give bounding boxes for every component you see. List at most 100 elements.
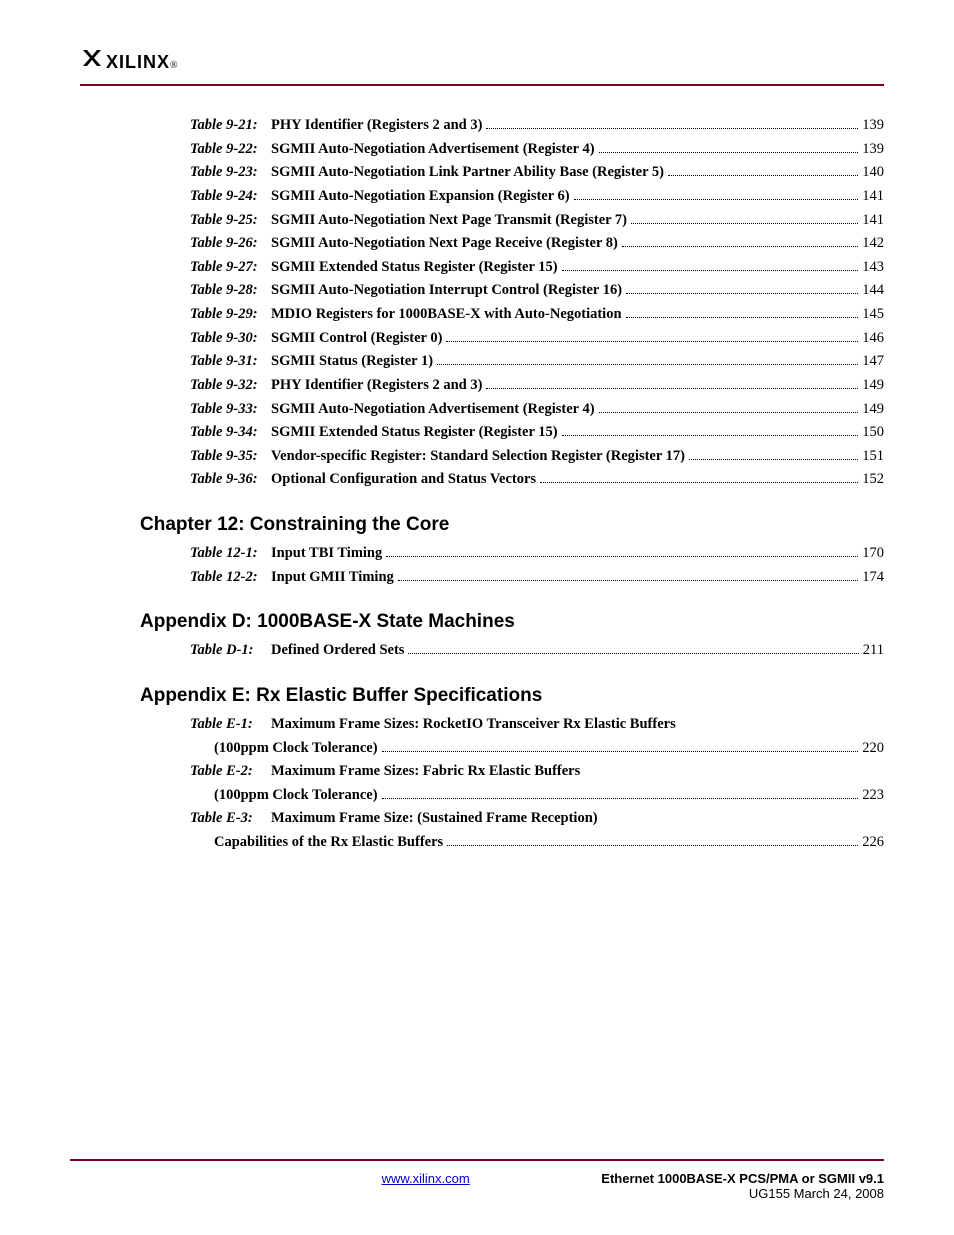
toc-dots [599,402,859,412]
toc-page: 147 [862,350,884,374]
footer-link[interactable]: www.xilinx.com [382,1171,470,1186]
toc-label: Table 9-31: [190,350,268,374]
toc-title: SGMII Auto-Negotiation Advertisement (Re… [271,138,595,162]
toc-title: Input GMII Timing [271,566,394,590]
footer-rule [70,1159,884,1161]
toc-line-continuation: Capabilities of the Rx Elastic Buffers22… [190,831,884,855]
toc-label: Table E-2: [190,760,268,784]
toc-dots [398,570,858,580]
toc: Table 9-21:PHY Identifier (Registers 2 a… [80,114,884,855]
toc-page: 144 [862,279,884,303]
toc-line: Table 9-28:SGMII Auto-Negotiation Interr… [190,279,884,303]
toc-page: 145 [862,303,884,327]
toc-label: Table 12-2: [190,566,268,590]
toc-label: Table 9-29: [190,303,268,327]
toc-label: Table 9-33: [190,398,268,422]
toc-entries: Table 9-21:PHY Identifier (Registers 2 a… [190,114,884,492]
toc-page: 139 [862,114,884,138]
toc-dots [408,644,858,654]
toc-dots [386,547,858,557]
toc-continuation: (100ppm Clock Tolerance) [214,784,378,808]
toc-title: Input TBI Timing [271,542,382,566]
toc-line: Table E-1:Maximum Frame Sizes: RocketIO … [190,713,884,737]
section-heading: Chapter 12: Constraining the Core [140,514,884,536]
toc-page: 223 [862,784,884,808]
toc-title: Vendor-specific Register: Standard Selec… [271,445,685,469]
toc-line: Table E-3:Maximum Frame Size: (Sustained… [190,807,884,831]
toc-line-continuation: (100ppm Clock Tolerance) 223 [190,784,884,808]
logo-text: XILINX [106,52,170,73]
toc-page: 150 [862,421,884,445]
toc-label: Table 12-1: [190,542,268,566]
toc-label: Table 9-32: [190,374,268,398]
toc-title: PHY Identifier (Registers 2 and 3) [271,374,482,398]
toc-title: SGMII Auto-Negotiation Link Partner Abil… [271,161,664,185]
toc-label: Table D-1: [190,639,268,663]
toc-line: Table 9-23:SGMII Auto-Negotiation Link P… [190,161,884,185]
toc-line: Table 9-30:SGMII Control (Register 0)146 [190,327,884,351]
toc-page: 174 [862,566,884,590]
toc-page: 170 [862,542,884,566]
toc-line: Table 9-24:SGMII Auto-Negotiation Expans… [190,185,884,209]
toc-page: 140 [862,161,884,185]
toc-line: Table 9-29:MDIO Registers for 1000BASE-X… [190,303,884,327]
toc-page: 149 [862,398,884,422]
header-logo-row: XILINX ® [80,48,884,74]
section-heading: Appendix D: 1000BASE-X State Machines [140,611,884,633]
toc-dots [574,190,859,200]
toc-label: Table 9-23: [190,161,268,185]
footer-center: www.xilinx.com [70,1171,601,1186]
page: XILINX ® Table 9-21:PHY Identifier (Regi… [0,0,954,1235]
toc-title: SGMII Extended Status Register (Register… [271,421,558,445]
toc-entries: Table D-1:Defined Ordered Sets211 [190,639,884,663]
toc-dots [562,426,859,436]
footer-doc-subtitle: UG155 March 24, 2008 [601,1186,884,1201]
toc-line: Table 12-2:Input GMII Timing 174 [190,566,884,590]
toc-page: 211 [863,639,884,663]
toc-label: Table 9-22: [190,138,268,162]
toc-page: 149 [862,374,884,398]
toc-label: Table 9-36: [190,468,268,492]
toc-title: SGMII Auto-Negotiation Advertisement (Re… [271,398,595,422]
logo-registered: ® [170,60,178,71]
toc-dots [562,261,859,271]
toc-line: Table 9-22:SGMII Auto-Negotiation Advert… [190,138,884,162]
toc-dots [599,142,859,152]
toc-page: 152 [862,468,884,492]
toc-label: Table 9-25: [190,209,268,233]
toc-dots [689,450,858,460]
toc-title: Maximum Frame Size: (Sustained Frame Rec… [271,807,598,831]
toc-dots [437,355,858,365]
toc-label: Table 9-27: [190,256,268,280]
toc-label: Table 9-30: [190,327,268,351]
toc-continuation: Capabilities of the Rx Elastic Buffers [214,831,443,855]
toc-page: 141 [862,185,884,209]
toc-line: Table 9-32:PHY Identifier (Registers 2 a… [190,374,884,398]
toc-line: Table 9-36:Optional Configuration and St… [190,468,884,492]
toc-dots [540,473,858,483]
logo-mark-icon [80,48,104,74]
toc-title: SGMII Auto-Negotiation Expansion (Regist… [271,185,570,209]
toc-entries: Table E-1:Maximum Frame Sizes: RocketIO … [190,713,884,855]
toc-label: Table 9-26: [190,232,268,256]
toc-line: Table 9-25:SGMII Auto-Negotiation Next P… [190,209,884,233]
toc-page: 141 [862,209,884,233]
section-heading: Appendix E: Rx Elastic Buffer Specificat… [140,685,884,707]
footer-row: www.xilinx.com Ethernet 1000BASE-X PCS/P… [70,1171,884,1201]
toc-line: Table 9-26:SGMII Auto-Negotiation Next P… [190,232,884,256]
toc-page: 151 [862,445,884,469]
toc-dots [622,237,858,247]
toc-dots [446,331,858,341]
toc-title: Maximum Frame Sizes: RocketIO Transceive… [271,713,676,737]
toc-line: Table 9-34:SGMII Extended Status Registe… [190,421,884,445]
toc-page: 143 [862,256,884,280]
toc-dots [626,284,858,294]
toc-continuation: (100ppm Clock Tolerance) [214,737,378,761]
toc-page: 139 [862,138,884,162]
toc-title: MDIO Registers for 1000BASE-X with Auto-… [271,303,622,327]
toc-dots [486,379,858,389]
toc-dots [631,213,858,223]
toc-page: 146 [862,327,884,351]
toc-label: Table 9-34: [190,421,268,445]
footer-doc-title: Ethernet 1000BASE-X PCS/PMA or SGMII v9.… [601,1171,884,1186]
